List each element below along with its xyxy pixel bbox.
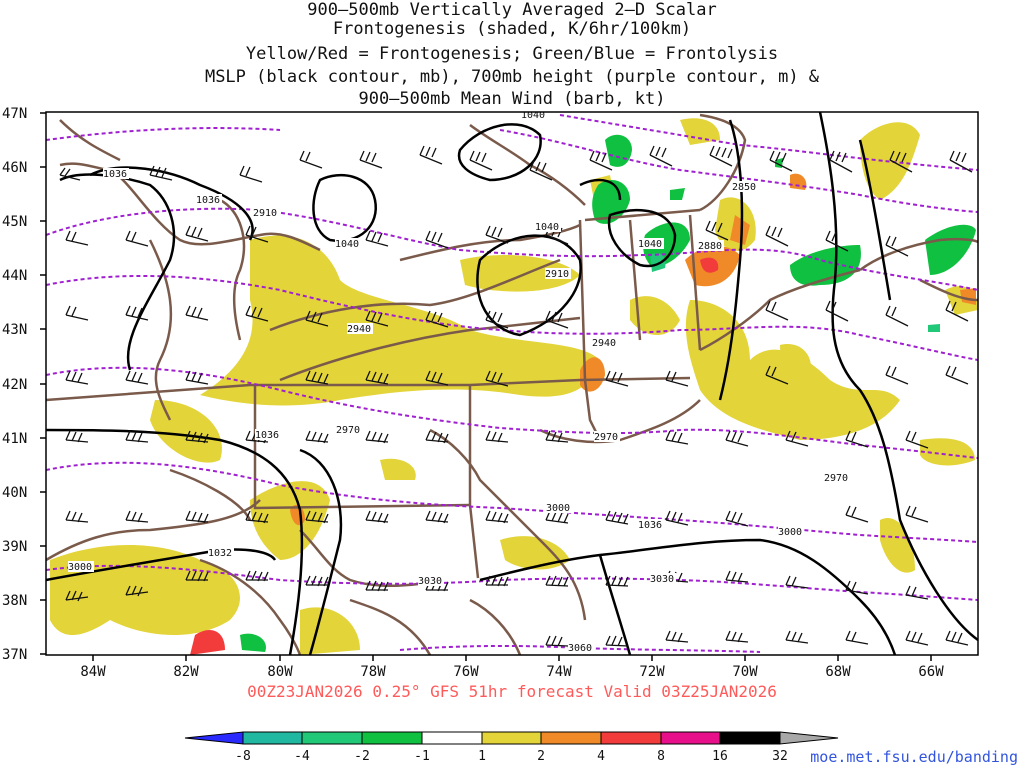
colorbar-label-neg1: -1 [414,749,430,764]
lon-label-70w: 70W [732,664,758,680]
lon-label-74w: 74W [546,664,572,680]
frontolysis-shading [240,134,976,652]
longitude-labels: 84W 82W 80W 78W 76W 74W 72W 70W 68W 66W [80,664,944,680]
height-label-3060: 3060 [568,643,592,654]
lon-label-68w: 68W [825,664,851,680]
frontogenesis-shading [50,118,978,655]
lat-label-42n: 42N [2,377,27,393]
colorbar-swatch-16-32 [719,731,781,745]
title-line-1: 900–500mb Vertically Averaged 2–D Scalar [307,0,717,20]
lat-label-37n: 37N [2,647,27,663]
colorbar-label-32: 32 [772,749,788,764]
colorbar-label-1: 1 [478,749,486,764]
height-label-2970-mid: 2970 [594,432,618,443]
lat-label-47n: 47N [2,106,27,122]
lat-label-39n: 39N [2,539,27,555]
lat-label-45n: 45N [2,214,27,230]
mslp-label-1040-c: 1040 [638,239,662,250]
colorbar-label-4: 4 [597,749,605,764]
height-label-2850: 2850 [732,182,756,193]
frontogenesis-strong [190,173,976,655]
colorbar [184,731,839,745]
colorbar-swatch-4-2 [301,731,363,745]
title-line-5: 900–500mb Mean Wind (barb, kt) [358,89,666,109]
mslp-contours [46,112,978,655]
lat-label-44n: 44N [2,268,27,284]
title-line-4: MSLP (black contour, mb), 700mb height (… [204,67,820,87]
colorbar-swatch-2-1 [361,731,423,745]
height-label-3000-east: 3000 [778,527,802,538]
colorbar-swatch-lt-8 [184,731,244,745]
source-credit-link[interactable]: moe.met.fsu.edu/banding [810,748,1018,766]
height-label-2970-west: 2970 [336,425,360,436]
title-line-3: Yellow/Red = Frontogenesis; Green/Blue =… [245,44,779,64]
contour-labels: 2880 2850 2910 2910 2940 2940 2970 2970 … [68,110,850,654]
mslp-label-1036-b: 1036 [196,195,220,206]
height-label-2880: 2880 [698,241,722,252]
colorbar-swatch-1-2 [481,731,542,745]
mslp-label-1040-d: 1040 [521,110,545,121]
lat-label-41n: 41N [2,431,27,447]
colorbar-swatch-2-4 [540,731,602,745]
colorbar-swatch-gt-32 [779,731,839,745]
colorbar-swatch-4-8 [600,731,662,745]
lon-label-76w: 76W [453,664,479,680]
height-label-2910-west: 2910 [253,208,277,219]
lon-label-82w: 82W [173,664,199,680]
height-label-3030-west: 3030 [418,576,442,587]
mslp-label-1040-b: 1040 [535,222,559,233]
colorbar-label-neg8: -8 [235,749,251,764]
lat-label-40n: 40N [2,485,27,501]
axis-ticks [40,112,932,661]
colorbar-swatch-1-1 [421,731,483,745]
height-label-3000-mid: 3000 [546,503,570,514]
colorbar-label-16: 16 [712,749,728,764]
mslp-label-1032: 1032 [208,548,232,559]
lat-label-46n: 46N [2,160,27,176]
lat-label-43n: 43N [2,322,27,338]
lon-label-78w: 78W [360,664,386,680]
lat-label-38n: 38N [2,593,27,609]
colorbar-label-2: 2 [537,749,545,764]
height-label-3030-east: 3030 [650,574,674,585]
colorbar-swatch-8-16 [660,731,721,745]
latitude-labels: 47N 46N 45N 44N 43N 42N 41N 40N 39N 38N … [2,106,27,663]
map-plot-area: 2880 2850 2910 2910 2940 2940 2970 2970 … [46,110,978,655]
mslp-label-1040-a: 1040 [335,239,359,250]
mslp-label-1036-a: 1036 [103,169,127,180]
political-borders [46,113,978,655]
height-label-2940-west: 2940 [347,324,371,335]
colorbar-label-neg2: -2 [354,749,370,764]
colorbar-label-neg4: -4 [294,749,310,764]
title-line-2: Frontogenesis (shaded, K/6hr/100km) [332,19,692,39]
height-label-2940-east: 2940 [592,338,616,349]
mslp-label-1036-d: 1036 [638,520,662,531]
height-label-3000-west: 3000 [68,562,92,573]
forecast-valid-text: 00Z23JAN2026 0.25° GFS 51hr forecast Val… [247,682,777,701]
height-label-2970-east: 2970 [824,473,848,484]
colorbar-labels: -8 -4 -2 -1 1 2 4 8 16 32 [235,749,788,764]
height-label-2910-east: 2910 [545,269,569,280]
lon-label-66w: 66W [918,664,944,680]
lon-label-84w: 84W [80,664,106,680]
colorbar-label-8: 8 [657,749,665,764]
colorbar-swatch-8-4 [242,731,303,745]
lon-label-72w: 72W [639,664,665,680]
mslp-label-1036-c: 1036 [255,430,279,441]
lon-label-80w: 80W [267,664,293,680]
